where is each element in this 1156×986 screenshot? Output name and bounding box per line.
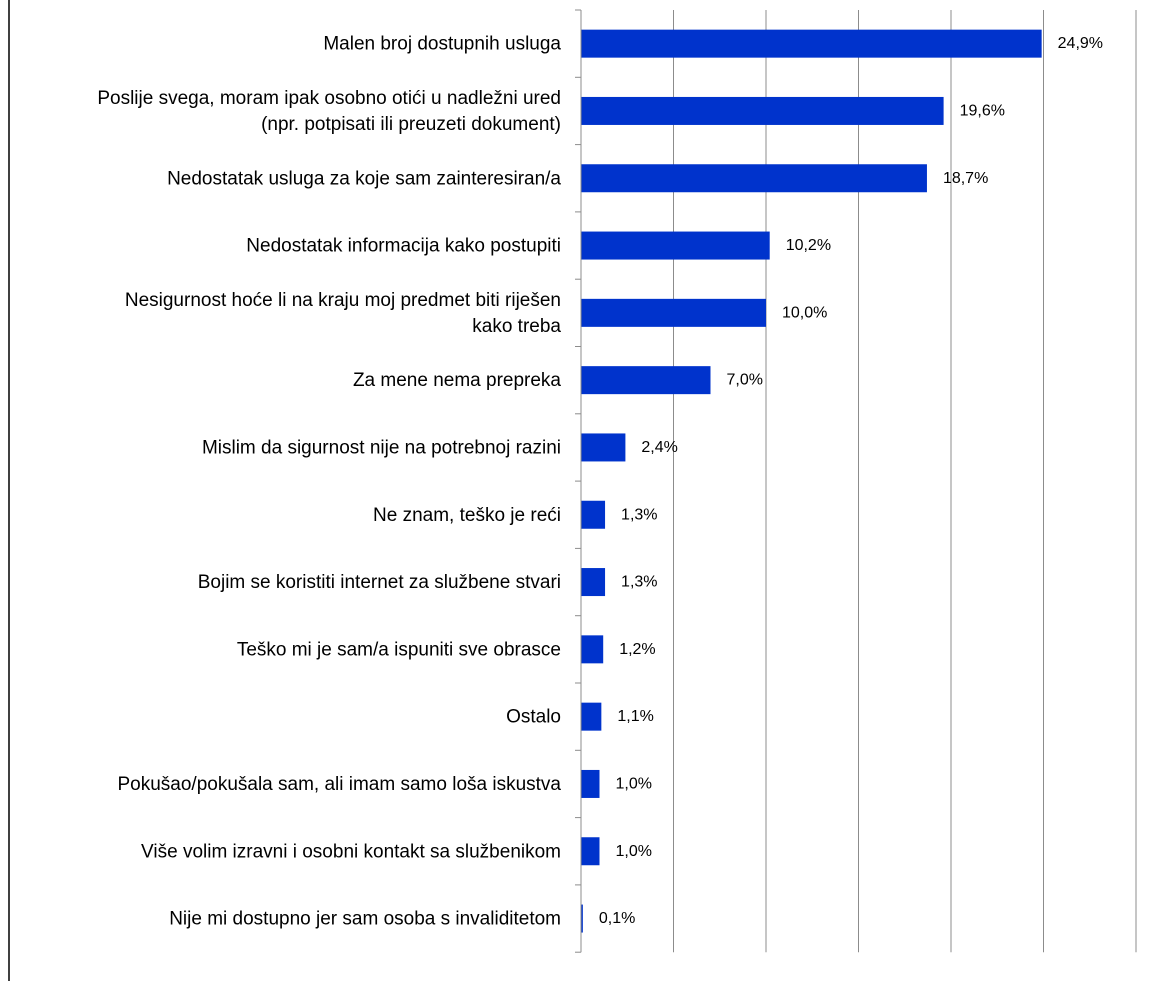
bar [581, 96, 944, 125]
data-label: 19,6% [960, 102, 1005, 119]
category-label: Teško mi je sam/a ispuniti sve obrasce [237, 639, 561, 660]
bar [581, 29, 1042, 58]
category-label-line: Nesigurnost hoće li na kraju moj predmet… [125, 289, 561, 310]
category-label: Više volim izravni i osobni kontakt sa s… [141, 841, 561, 862]
data-label: 7,0% [727, 372, 763, 389]
data-label: 24,9% [1058, 35, 1103, 52]
category-label-line: kako treba [472, 315, 561, 336]
data-label: 10,0% [782, 304, 827, 321]
bar [581, 635, 604, 664]
category-label-line: Mislim da sigurnost nije na potrebnoj ra… [202, 437, 561, 458]
data-label: 18,7% [943, 170, 988, 187]
bar [581, 433, 626, 462]
data-label: 1,3% [621, 574, 657, 591]
category-label-line: Nije mi dostupno jer sam osoba s invalid… [169, 908, 561, 929]
bar [581, 568, 606, 597]
bar [581, 769, 600, 798]
bar [581, 231, 770, 260]
category-label: Ostalo [506, 706, 561, 727]
category-label-line: Bojim se koristiti internet za službene … [198, 572, 561, 593]
category-label: Pokušao/pokušala sam, ali imam samo loša… [117, 773, 561, 794]
bar [581, 500, 606, 529]
category-label-line: Ne znam, teško je reći [373, 504, 561, 525]
data-label: 1,0% [616, 843, 652, 860]
data-label: 2,4% [641, 439, 677, 456]
category-label-line: Malen broj dostupnih usluga [323, 33, 561, 54]
bar [581, 702, 602, 731]
data-label: 0,1% [599, 910, 635, 927]
category-label-line: Za mene nema prepreka [353, 370, 561, 391]
category-label: Nesigurnost hoće li na kraju moj predmet… [125, 289, 562, 336]
bar [581, 366, 711, 395]
category-label: Nedostatak informacija kako postupiti [246, 235, 561, 256]
category-label: Nedostatak usluga za koje sam zainteresi… [167, 168, 561, 189]
bar [581, 164, 927, 193]
data-label: 1,3% [621, 506, 657, 523]
category-label-line: (npr. potpisati ili preuzeti dokument) [261, 113, 561, 134]
category-label: Mislim da sigurnost nije na potrebnoj ra… [202, 437, 561, 458]
category-label-line: Teško mi je sam/a ispuniti sve obrasce [237, 639, 561, 660]
category-label: Ne znam, teško je reći [373, 504, 561, 525]
data-label: 1,0% [616, 775, 652, 792]
category-label: Za mene nema prepreka [353, 370, 561, 391]
category-label-line: Ostalo [506, 706, 561, 727]
category-label: Nije mi dostupno jer sam osoba s invalid… [169, 908, 561, 929]
category-label-line: Više volim izravni i osobni kontakt sa s… [141, 841, 561, 862]
category-label: Poslije svega, moram ipak osobno otići u… [97, 87, 561, 134]
category-label: Bojim se koristiti internet za službene … [198, 572, 561, 593]
data-label: 1,1% [617, 708, 653, 725]
bar [581, 904, 583, 933]
data-label: 1,2% [619, 641, 655, 658]
category-label-line: Nedostatak usluga za koje sam zainteresi… [167, 168, 561, 189]
bar [581, 298, 766, 327]
category-label-line: Nedostatak informacija kako postupiti [246, 235, 561, 256]
category-label-line: Pokušao/pokušala sam, ali imam samo loša… [117, 773, 561, 794]
category-label: Malen broj dostupnih usluga [323, 33, 561, 54]
bar [581, 837, 600, 866]
category-label-line: Poslije svega, moram ipak osobno otići u… [97, 87, 561, 108]
data-label: 10,2% [786, 237, 831, 254]
